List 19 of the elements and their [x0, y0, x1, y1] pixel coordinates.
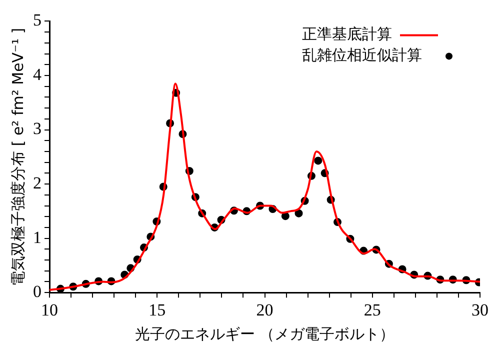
x-tick-label: 15 [148, 300, 166, 320]
line-series [50, 82, 480, 291]
y-axis-title: 電気双極子強度分布 [ e² fm² MeV⁻¹ ] [8, 28, 27, 286]
point [294, 209, 303, 218]
y-tick-label: 3 [33, 119, 42, 138]
legend-label: 乱雑位相近似計算 [302, 46, 422, 64]
y-tick-label: 4 [33, 64, 42, 84]
x-tick-label: 30 [472, 300, 488, 320]
y-tick-label: 1 [33, 228, 42, 247]
x-tick-label: 10 [41, 300, 58, 320]
point [314, 156, 322, 165]
point [281, 212, 290, 220]
legend-label: 正準基底計算 [302, 25, 392, 44]
y-tick-label: 2 [33, 174, 42, 193]
x-tick-label: 25 [364, 300, 381, 320]
x-axis-title: 光子のエネルギー （メガ電子ボルト） [134, 324, 395, 343]
y-tick-label: 5 [33, 10, 42, 30]
x-tick-label: 20 [256, 300, 274, 320]
y-tick-label: 0 [33, 282, 42, 302]
